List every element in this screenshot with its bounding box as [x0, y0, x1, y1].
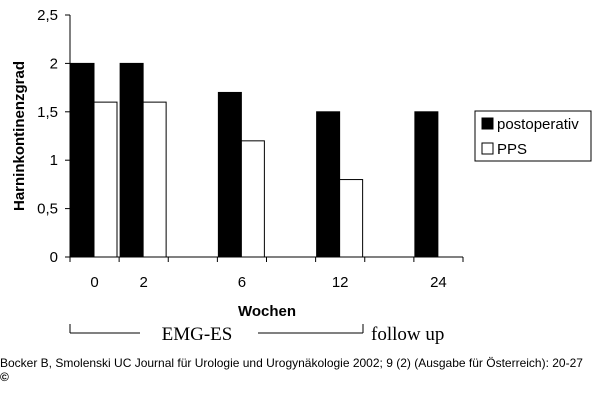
- y-tick-label: 0: [50, 249, 58, 266]
- y-tick-label: 2,5: [37, 7, 58, 24]
- study-phase-annotation: EMG-ES follow up: [69, 324, 444, 345]
- emg-es-label: EMG-ES: [162, 324, 233, 345]
- x-tick-label: 12: [332, 274, 349, 291]
- legend-swatch-pps: [481, 142, 494, 155]
- x-tick-label: 24: [430, 274, 447, 291]
- legend: postoperativ PPS: [474, 110, 592, 162]
- bar-pps: [339, 179, 364, 258]
- legend-box: [474, 110, 592, 162]
- copyright: ©: [0, 370, 9, 384]
- bar-pps: [142, 101, 167, 258]
- y-tick-label: 1: [50, 152, 58, 169]
- bar-postoperativ: [414, 111, 439, 258]
- bar-pps: [93, 101, 118, 258]
- bar-pps: [240, 140, 265, 258]
- bar-postoperativ: [217, 91, 242, 258]
- y-tick-label: 1,5: [37, 104, 58, 121]
- x-axis-title: Wochen: [238, 303, 296, 320]
- citation: Bocker B, Smolenski UC Journal für Urolo…: [0, 356, 583, 370]
- x-tick-label: 0: [90, 274, 98, 291]
- bar-postoperativ: [119, 62, 144, 258]
- y-axis-title: Harninkontinenzgrad: [11, 61, 28, 211]
- follow-up-label: follow up: [371, 324, 444, 345]
- bar-postoperativ: [316, 111, 341, 258]
- y-tick-label: 0,5: [37, 201, 58, 218]
- y-tick-label: 2: [50, 55, 58, 72]
- legend-label-postoperativ: postoperativ: [497, 116, 579, 133]
- legend-label-pps: PPS: [497, 141, 527, 158]
- plot-area: 0 0,5 1 1,5 2 2,5 0 2 6 12 24: [37, 7, 464, 291]
- x-tick-label: 6: [238, 274, 246, 291]
- legend-swatch-postoperativ: [481, 117, 494, 130]
- x-tick-label: 2: [140, 274, 148, 291]
- bar-postoperativ: [70, 62, 95, 258]
